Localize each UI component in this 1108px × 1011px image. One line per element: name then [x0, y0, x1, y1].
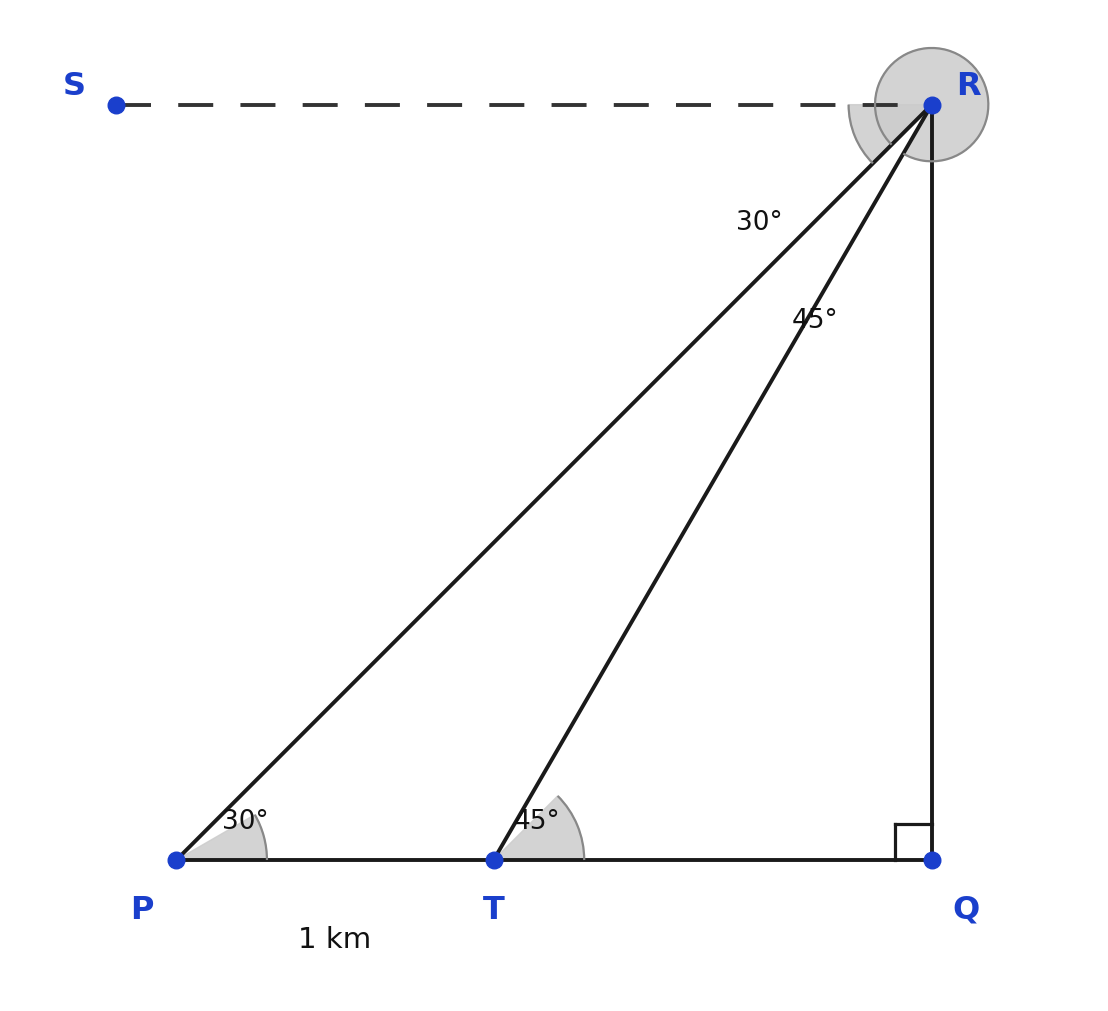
- Text: S: S: [63, 71, 85, 102]
- Wedge shape: [493, 796, 584, 860]
- Text: 1 km: 1 km: [298, 925, 371, 953]
- Wedge shape: [875, 49, 988, 162]
- Wedge shape: [176, 815, 267, 860]
- Point: [107, 97, 125, 113]
- Text: 45°: 45°: [514, 808, 561, 834]
- Point: [923, 852, 941, 868]
- Text: 30°: 30°: [223, 808, 269, 834]
- Text: 30°: 30°: [736, 209, 782, 236]
- Point: [167, 852, 185, 868]
- Text: R: R: [955, 71, 981, 102]
- Point: [484, 852, 502, 868]
- Text: P: P: [131, 894, 154, 925]
- Text: T: T: [483, 894, 504, 925]
- Text: 45°: 45°: [791, 307, 838, 334]
- Text: Q: Q: [952, 894, 979, 925]
- Point: [923, 97, 941, 113]
- Wedge shape: [849, 105, 932, 164]
